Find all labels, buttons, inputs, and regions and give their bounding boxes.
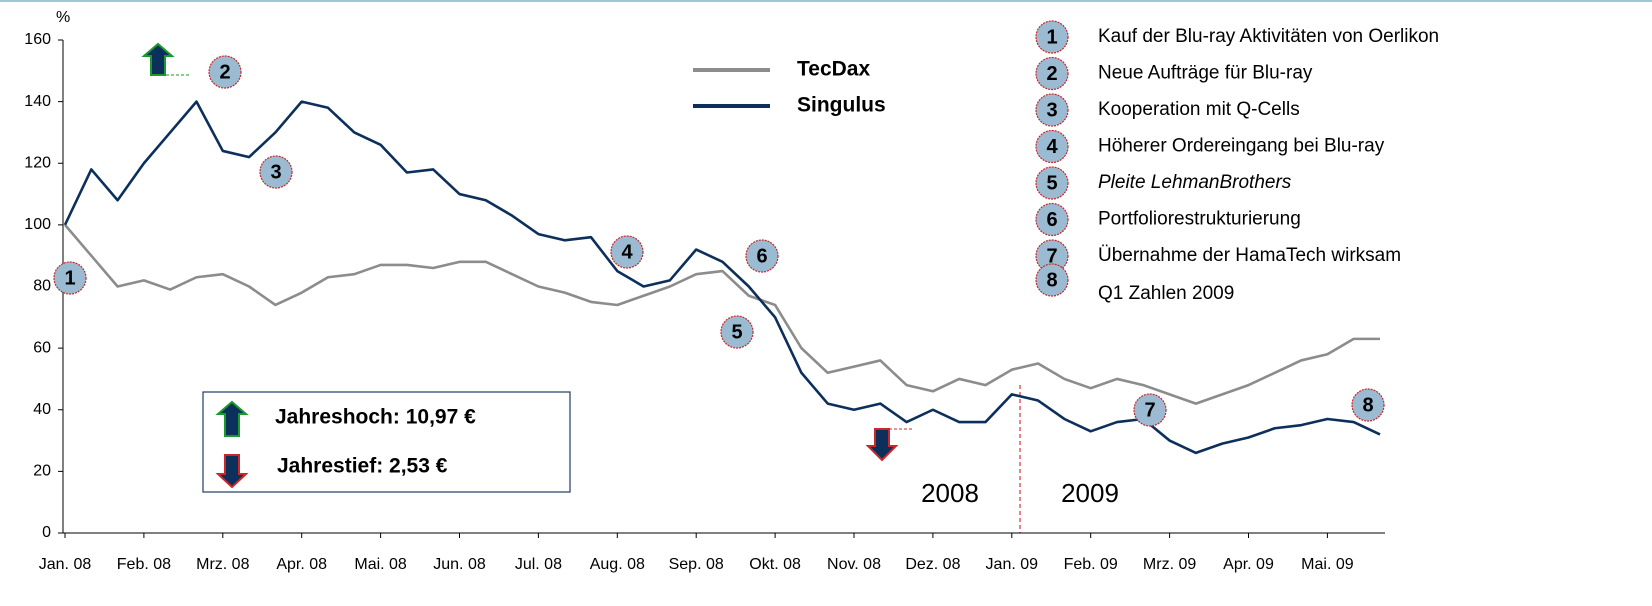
event-text: Pleite LehmanBrothers bbox=[1098, 172, 1292, 193]
event-number: 2 bbox=[1046, 63, 1057, 85]
event-number: 7 bbox=[1144, 399, 1155, 421]
x-tick-label: Apr. 09 bbox=[1223, 556, 1274, 573]
y-tick-label: 20 bbox=[33, 463, 51, 480]
x-tick-label: Feb. 09 bbox=[1064, 556, 1118, 573]
event-text: Übernahme der HamaTech wirksam bbox=[1098, 245, 1401, 266]
y-axis-label: % bbox=[56, 9, 70, 26]
x-tick-label: Nov. 08 bbox=[827, 556, 881, 573]
x-tick-label: Sep. 08 bbox=[669, 556, 724, 573]
event-number: 3 bbox=[270, 161, 281, 183]
event-marker bbox=[720, 315, 754, 349]
event-number: 4 bbox=[1046, 136, 1058, 158]
event-marker bbox=[1035, 93, 1069, 127]
event-number: 5 bbox=[731, 321, 742, 343]
event-marker bbox=[53, 261, 87, 295]
x-tick-label: Jan. 08 bbox=[39, 556, 92, 573]
event-text: Höherer Ordereingang bei Blu-ray bbox=[1098, 136, 1385, 157]
event-marker bbox=[1035, 129, 1069, 164]
y-tick-label: 0 bbox=[42, 524, 51, 541]
event-number: 5 bbox=[1046, 172, 1057, 194]
x-tick-label: Dez. 08 bbox=[905, 556, 960, 573]
event-number: 6 bbox=[1046, 209, 1057, 231]
event-marker bbox=[610, 235, 644, 269]
up-arrow bbox=[141, 42, 190, 76]
event-marker bbox=[259, 155, 293, 189]
event-marker bbox=[1133, 393, 1167, 427]
down-arrow bbox=[865, 428, 912, 462]
event-text: Q1 Zahlen 2009 bbox=[1098, 283, 1234, 304]
event-marker bbox=[1035, 56, 1069, 91]
high-low-box bbox=[202, 391, 571, 493]
high-label: Jahreshoch: 10,97 € bbox=[275, 406, 476, 429]
x-tick-label: Jan. 09 bbox=[986, 556, 1039, 573]
y-tick-label: 40 bbox=[33, 401, 51, 418]
x-tick-label: Jul. 08 bbox=[515, 556, 562, 573]
event-number: 3 bbox=[1046, 99, 1057, 121]
year-label: 2009 bbox=[1061, 478, 1119, 508]
event-marker bbox=[1035, 202, 1069, 237]
event-marker bbox=[1351, 388, 1385, 422]
x-tick-label: Jun. 08 bbox=[433, 556, 486, 573]
event-marker bbox=[1035, 263, 1069, 297]
event-number: 7 bbox=[1046, 245, 1057, 267]
event-marker bbox=[1035, 20, 1069, 54]
event-text: Kooperation mit Q-Cells bbox=[1098, 99, 1300, 120]
event-number: 2 bbox=[219, 61, 230, 83]
x-tick-label: Mai. 09 bbox=[1301, 556, 1354, 573]
x-tick-label: Mrz. 09 bbox=[1143, 556, 1196, 573]
legend-label: TecDax bbox=[797, 58, 870, 81]
event-marker bbox=[1035, 166, 1069, 200]
y-tick-label: 120 bbox=[24, 154, 51, 171]
event-text: Portfoliorestrukturierung bbox=[1098, 209, 1301, 230]
y-tick-label: 160 bbox=[24, 31, 51, 48]
low-label: Jahrestief: 2,53 € bbox=[277, 455, 448, 478]
event-number: 6 bbox=[756, 245, 767, 267]
series-line bbox=[64, 224, 1380, 405]
x-tick-label: Apr. 08 bbox=[276, 556, 327, 573]
event-number: 4 bbox=[621, 241, 633, 263]
event-marker bbox=[745, 239, 779, 273]
legend-label: Singulus bbox=[797, 94, 886, 117]
event-marker bbox=[208, 55, 242, 89]
event-number: 1 bbox=[64, 267, 75, 289]
event-number: 1 bbox=[1046, 26, 1057, 48]
x-tick-label: Feb. 08 bbox=[117, 556, 171, 573]
x-tick-label: Aug. 08 bbox=[590, 556, 645, 573]
event-text: Kauf der Blu-ray Aktivitäten von Oerliko… bbox=[1098, 26, 1439, 47]
y-tick-label: 80 bbox=[33, 278, 51, 295]
down-arrow bbox=[215, 454, 249, 489]
series-line bbox=[63, 100, 1381, 455]
year-label: 2008 bbox=[921, 478, 979, 508]
y-tick-label: 140 bbox=[24, 93, 51, 110]
x-tick-label: Mrz. 08 bbox=[196, 556, 249, 573]
x-tick-label: Mai. 08 bbox=[354, 556, 407, 573]
event-number: 8 bbox=[1046, 269, 1057, 291]
event-number: 8 bbox=[1362, 394, 1373, 416]
y-tick-label: 60 bbox=[33, 339, 51, 356]
up-arrow bbox=[215, 400, 249, 437]
x-tick-label: Okt. 08 bbox=[749, 556, 801, 573]
y-tick-label: 100 bbox=[24, 216, 51, 233]
event-text: Neue Aufträge für Blu-ray bbox=[1098, 63, 1313, 84]
